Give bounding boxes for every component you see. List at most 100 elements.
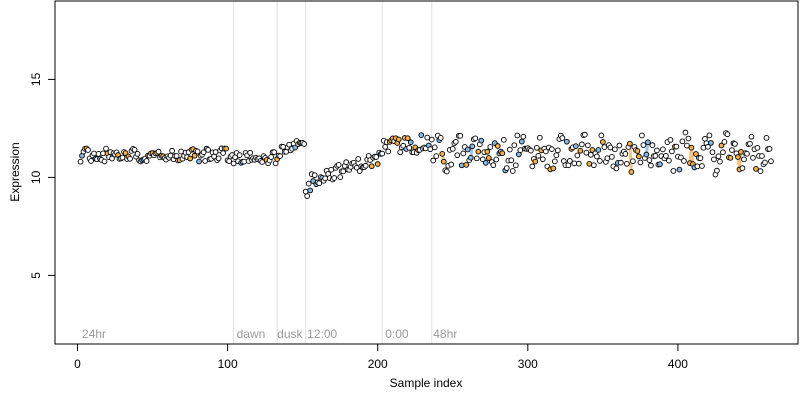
data-point <box>577 147 584 154</box>
data-point <box>131 146 138 153</box>
data-point <box>277 153 284 159</box>
data-point <box>155 148 162 155</box>
data-point <box>430 157 437 164</box>
data-point <box>404 135 411 142</box>
plot-frame <box>54 0 799 345</box>
data-point <box>506 146 513 153</box>
data-point <box>732 141 738 147</box>
data-point <box>721 139 728 145</box>
data-point <box>494 143 501 149</box>
data-point <box>657 161 663 168</box>
data-point <box>613 165 620 172</box>
data-point <box>464 146 471 153</box>
data-point <box>512 162 519 169</box>
data-point <box>374 161 381 167</box>
data-point <box>609 154 615 160</box>
x-tick-label: 0 <box>74 357 81 371</box>
data-point <box>684 142 690 149</box>
data-point <box>236 152 243 158</box>
data-point <box>566 158 573 164</box>
data-point <box>759 153 765 159</box>
data-point <box>553 152 560 159</box>
y-tick-label: 5 <box>29 272 43 279</box>
data-point <box>678 154 684 161</box>
data-point <box>230 160 237 167</box>
data-point <box>475 148 482 155</box>
data-point <box>439 151 446 157</box>
data-point <box>469 143 476 150</box>
data-point <box>460 150 467 157</box>
data-point <box>424 134 431 141</box>
data-point <box>640 142 647 148</box>
data-point <box>624 160 630 167</box>
data-point <box>448 161 455 168</box>
data-point <box>443 168 450 175</box>
data-point <box>373 154 380 160</box>
data-point <box>643 151 650 158</box>
data-point <box>600 139 606 145</box>
data-point <box>305 180 312 187</box>
region-label-dawn: dawn <box>237 327 266 341</box>
region-labels: 24hr dawn dusk 12:00 0:00 48hr <box>82 327 457 341</box>
data-point <box>247 149 253 156</box>
data-point <box>331 175 338 181</box>
data-point <box>268 154 274 160</box>
data-point <box>316 180 323 187</box>
data-point <box>493 156 500 163</box>
data-point <box>529 163 536 170</box>
data-point <box>573 143 579 149</box>
data-point <box>514 132 521 139</box>
data-point <box>490 162 497 169</box>
data-point <box>397 149 404 156</box>
data-point <box>654 147 660 154</box>
data-point <box>554 147 561 154</box>
data-point <box>292 144 299 151</box>
data-point <box>616 142 623 149</box>
data-point <box>169 147 175 154</box>
data-point <box>101 158 108 165</box>
data-point <box>458 162 465 169</box>
data-point <box>652 153 659 159</box>
data-point <box>548 146 555 153</box>
data-point <box>768 158 774 165</box>
data-point <box>518 138 525 145</box>
data-point <box>709 149 716 156</box>
data-point <box>379 150 386 157</box>
data-point <box>579 141 585 148</box>
data-point <box>362 162 369 169</box>
data-point <box>639 132 645 139</box>
data-point <box>368 163 375 170</box>
data-point <box>511 142 518 149</box>
data-point <box>627 140 633 147</box>
data-point <box>406 144 413 151</box>
data-point <box>259 159 265 165</box>
data-point <box>134 150 141 157</box>
data-point <box>634 148 641 154</box>
y-tick-label: 15 <box>29 72 43 86</box>
data-point <box>200 149 207 156</box>
data-point <box>693 151 699 157</box>
x-axis-title: Sample index <box>390 376 463 390</box>
data-point <box>598 132 605 139</box>
data-point <box>711 156 717 163</box>
data-point <box>223 145 229 152</box>
x-axis: 0 100 200 300 400 <box>74 343 688 371</box>
data-point <box>666 157 672 164</box>
data-point <box>594 153 600 160</box>
data-point <box>220 150 226 156</box>
data-point <box>724 131 731 138</box>
data-point <box>307 187 314 194</box>
data-point <box>754 145 761 151</box>
data-point <box>463 162 470 168</box>
y-axis-title: Expression <box>8 142 22 201</box>
data-point <box>205 147 211 153</box>
data-point <box>576 160 582 167</box>
data-point <box>744 150 750 157</box>
data-point <box>747 140 753 147</box>
data-point <box>628 169 635 175</box>
data-point <box>271 149 277 155</box>
data-point <box>508 157 515 164</box>
data-point <box>109 155 115 162</box>
data-point <box>622 151 629 157</box>
